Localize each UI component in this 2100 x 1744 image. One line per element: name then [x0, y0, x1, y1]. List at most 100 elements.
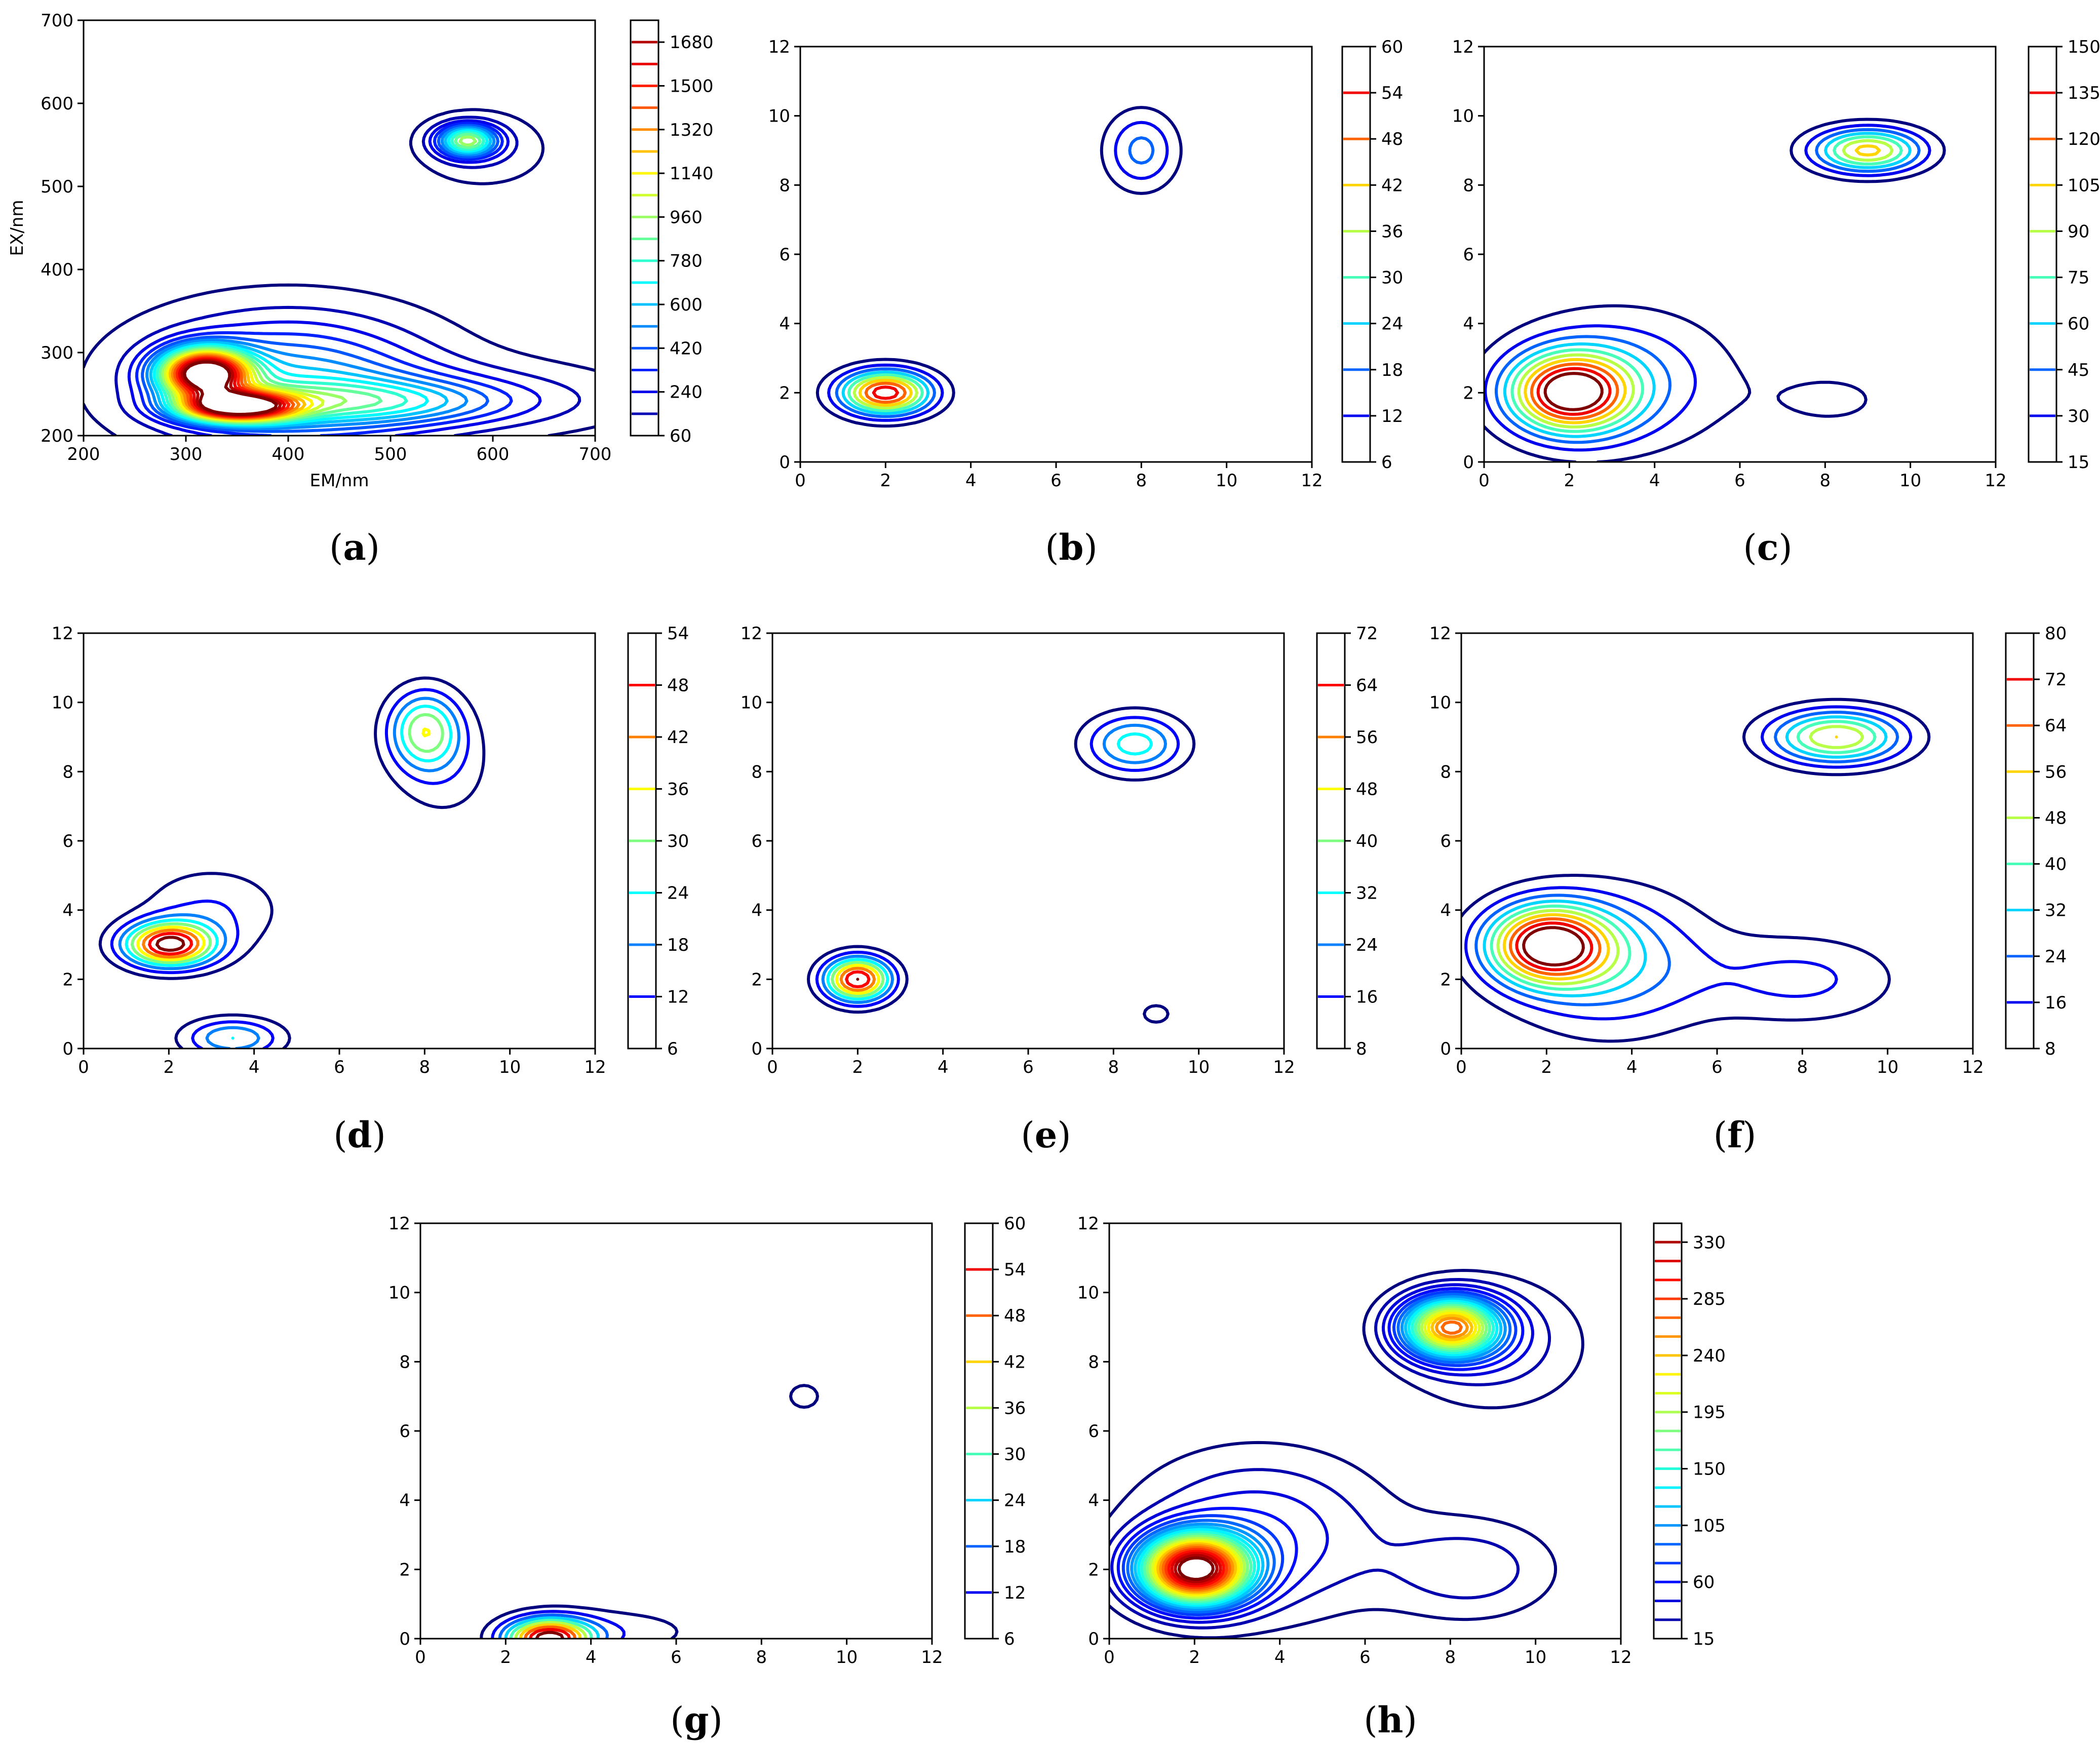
- y-tick-label: 6: [399, 1421, 410, 1442]
- x-tick-label: 12: [1273, 1057, 1295, 1077]
- y-tick-label: 700: [41, 11, 73, 31]
- colorbar: 6 12 18 24 30 36 42 48 54 60: [964, 1214, 1026, 1649]
- colorbar-tick-label: 15: [1693, 1629, 1715, 1649]
- colorbar-tick-label: 1680: [670, 32, 714, 53]
- y-tick-label: 10: [1077, 1283, 1099, 1303]
- x-tick-label: 700: [579, 444, 612, 464]
- plot-area: [772, 633, 1284, 1049]
- x-tick-label: 6: [1051, 471, 1062, 491]
- contour-level-300: [1167, 1549, 1225, 1587]
- y-tick-label: 8: [399, 1352, 410, 1372]
- colorbar-tick-label: 60: [670, 426, 691, 446]
- colorbar-tick-label: 30: [2068, 406, 2089, 427]
- colorbar-tick-label: 240: [1693, 1346, 1726, 1366]
- y-tick-label: 0: [1463, 452, 1474, 473]
- plot-area: [420, 1223, 932, 1639]
- colorbar: 6 12 18 24 30 36 42 48 54: [627, 624, 689, 1059]
- contour-level-8: [807, 706, 1196, 1024]
- contour-level-150: [114, 115, 581, 436]
- colorbar: 8 16 24 32 40 48 56 64 72: [1316, 624, 1378, 1059]
- contour-level-240: [1156, 1314, 1473, 1595]
- y-tick-label: 2: [779, 383, 790, 403]
- x-tick-label: 600: [477, 444, 510, 464]
- contour-level-48: [835, 963, 880, 995]
- colorbar: 60 240 420 600 780 960 1140 1320 1500 1680: [630, 19, 714, 446]
- contour-level-90: [1126, 1293, 1512, 1614]
- y-tick-label: 600: [41, 94, 73, 114]
- panel-letter: a: [343, 526, 366, 568]
- contour-level-75: [1121, 1290, 1518, 1616]
- y-tick-label: 8: [1440, 762, 1451, 782]
- contour-level-60: [535, 1631, 565, 1639]
- contour-level-48: [523, 1625, 577, 1639]
- plot-area: [800, 47, 1312, 462]
- colorbar-tick-label: 18: [1004, 1537, 1026, 1557]
- contour-level-195: [1148, 1307, 1485, 1600]
- y-tick-label: 4: [1440, 901, 1451, 921]
- contour-level-12: [491, 1610, 626, 1639]
- x-tick-label: 8: [1820, 471, 1831, 491]
- contour-level-150: [1543, 372, 1604, 411]
- x-tick-label: 0: [1456, 1057, 1467, 1077]
- y-tick-label: 6: [1463, 245, 1474, 265]
- colorbar-tick-label: 1500: [670, 76, 714, 96]
- colorbar: 15 30 45 60 75 90 105 120 135 150: [2028, 37, 2100, 473]
- contour-level-54: [155, 936, 185, 952]
- plot-area: [1484, 47, 1996, 462]
- colorbar-tick-label: 48: [667, 676, 689, 696]
- y-tick-label: 6: [1088, 1421, 1099, 1442]
- colorbar-tick-label: 18: [1381, 360, 1403, 380]
- contour-lines: [815, 106, 1183, 428]
- colorbar-tick-label: 32: [1356, 883, 1378, 904]
- y-tick-label: 2: [1463, 383, 1474, 403]
- contour-level-16: [1464, 705, 1913, 1021]
- contour-level-24: [841, 370, 930, 415]
- y-tick-label: 6: [779, 245, 790, 265]
- colorbar-tick-label: 40: [1356, 831, 1378, 851]
- contour-level-225: [1153, 1311, 1477, 1596]
- colorbar-tick-label: 120: [2068, 129, 2100, 149]
- x-tick-label: 2: [1189, 1647, 1200, 1668]
- colorbar: 15 60 105 150 195 240 285 330: [1653, 1222, 1726, 1649]
- colorbar-tick-label: 195: [1693, 1403, 1726, 1423]
- colorbar-tick-label: 48: [2045, 808, 2067, 828]
- y-tick-label: 2: [751, 970, 762, 990]
- y-tick-label: 10: [388, 1283, 410, 1303]
- contour-level-135: [1137, 1299, 1499, 1607]
- x-tick-label: 2: [852, 1057, 864, 1077]
- y-tick-label: 4: [1088, 1491, 1099, 1511]
- y-axis-label: EX/nm: [7, 200, 27, 256]
- panel-label-a: (a): [329, 526, 380, 568]
- contour-level-270: [1161, 1320, 1463, 1591]
- contour-level-60: [84, 108, 595, 436]
- x-axis-label: EM/nm: [310, 471, 369, 491]
- contour-level-40: [1490, 720, 1877, 991]
- x-tick-label: 8: [1797, 1057, 1808, 1077]
- colorbar-tick-label: 80: [2045, 624, 2067, 644]
- contour-level-105: [1524, 144, 1881, 424]
- colorbar-tick-label: 48: [1356, 780, 1378, 800]
- contour-level-24: [821, 723, 1167, 1004]
- contour-level-16: [815, 716, 1180, 1008]
- colorbar-tick-label: 54: [1004, 1260, 1026, 1280]
- panel-label-h: (h): [1364, 1699, 1417, 1741]
- contour-level-18: [835, 136, 1155, 418]
- panel-label-d: (d): [333, 1114, 386, 1156]
- x-tick-label: 10: [1216, 471, 1237, 491]
- y-tick-label: 0: [751, 1039, 762, 1059]
- contour-level-45: [1495, 128, 1921, 444]
- x-tick-label: 12: [1610, 1647, 1631, 1668]
- panel-letter: e: [1035, 1114, 1058, 1156]
- colorbar-tick-label: 12: [1381, 406, 1403, 427]
- contour-level-42: [519, 1623, 582, 1639]
- colorbar-tick-label: 24: [1004, 1491, 1026, 1511]
- contour-level-8: [1461, 697, 1931, 1043]
- y-tick-label: 12: [1452, 37, 1474, 57]
- colorbar-tick-label: 12: [667, 987, 689, 1007]
- colorbar-tick-label: 48: [1381, 129, 1403, 149]
- colorbar-tick-label: 56: [2045, 762, 2067, 782]
- contour-level-18: [498, 1613, 609, 1639]
- contour-lines: [480, 1384, 819, 1639]
- colorbar-tick-label: 48: [1004, 1306, 1026, 1326]
